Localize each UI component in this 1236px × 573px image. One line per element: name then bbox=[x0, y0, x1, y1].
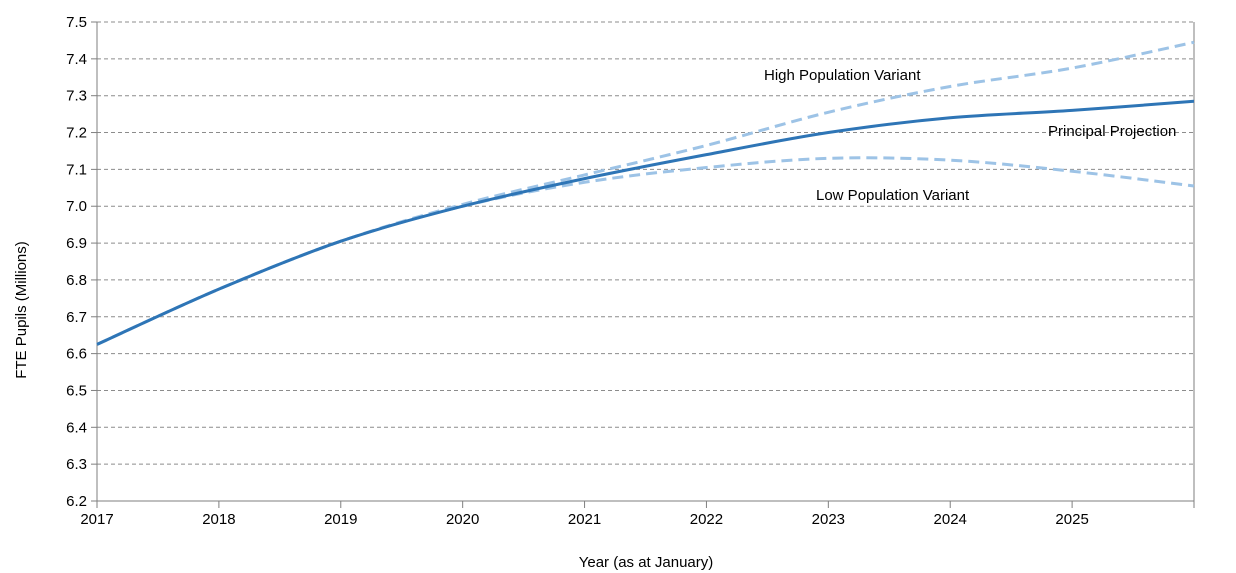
high-population-variant-line bbox=[96, 40, 1195, 346]
low-population-variant-line bbox=[96, 156, 1195, 346]
x-tick-label: 2019 bbox=[324, 511, 357, 528]
y-tick-label: 6.3 bbox=[66, 456, 87, 473]
y-tick-label: 6.7 bbox=[66, 309, 87, 326]
x-tick-label: 2022 bbox=[690, 511, 723, 528]
y-tick-label: 6.6 bbox=[66, 346, 87, 363]
x-tick-label: 2018 bbox=[202, 511, 235, 528]
y-tick-label: 6.8 bbox=[66, 272, 87, 289]
y-tick-label: 6.9 bbox=[66, 235, 87, 252]
x-tick-label: 2021 bbox=[568, 511, 601, 528]
y-axis-title: FTE Pupils (Millions) bbox=[13, 241, 30, 379]
y-tick-label: 6.4 bbox=[66, 419, 87, 436]
axes bbox=[96, 22, 1195, 502]
x-tick-label: 2020 bbox=[446, 511, 479, 528]
principal-projection-label: Principal Projection bbox=[1048, 123, 1176, 140]
y-axis-ticks: 6.2 6.3 6.4 6.5 6.6 6.7 6.8 6.9 7.0 7.1 7.2 7.3 7.4 7… bbox=[66, 14, 97, 510]
low-population-variant-label: Low Population Variant bbox=[816, 187, 970, 204]
y-tick-label: 7.1 bbox=[66, 161, 87, 178]
high-population-variant-label: High Population Variant bbox=[764, 67, 921, 84]
x-tick-label: 2025 bbox=[1055, 511, 1088, 528]
y-tick-label: 7.4 bbox=[66, 51, 87, 68]
gridlines bbox=[97, 21, 1194, 465]
series-labels: Principal Projection High Population Vari… bbox=[764, 67, 1176, 204]
x-tick-label: 2024 bbox=[934, 511, 967, 528]
x-axis-ticks: 2017 2018 2019 2020 2021 2022 2023 2024 2025 bbox=[80, 501, 1195, 528]
y-tick-label: 7.2 bbox=[66, 125, 87, 142]
y-tick-label: 6.5 bbox=[66, 382, 87, 399]
series-lines bbox=[96, 40, 1195, 346]
y-tick-label: 7.5 bbox=[66, 14, 87, 31]
y-tick-label: 7.0 bbox=[66, 198, 87, 215]
x-tick-label: 2017 bbox=[80, 511, 113, 528]
x-axis-title: Year (as at January) bbox=[579, 554, 714, 571]
x-tick-label: 2023 bbox=[812, 511, 845, 528]
y-tick-label: 6.2 bbox=[66, 493, 87, 510]
principal-projection-line bbox=[96, 99, 1195, 346]
y-tick-label: 7.3 bbox=[66, 88, 87, 105]
